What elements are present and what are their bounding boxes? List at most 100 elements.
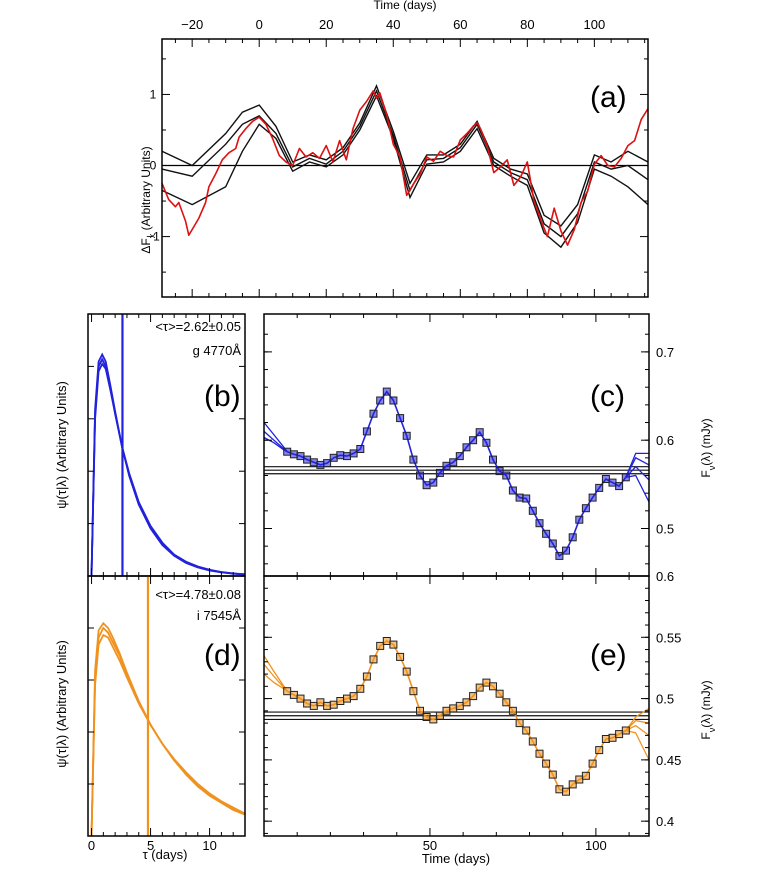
data-point	[309, 458, 318, 467]
panel-b-annotation-band: g 4770Å	[193, 343, 242, 358]
data-point	[343, 694, 351, 703]
panel-d-ylabel: ψ(τ|λ) (Arbitrary Units)	[54, 640, 69, 768]
data-point	[396, 414, 405, 423]
x-tick-label: 0	[256, 17, 263, 32]
panel-a-label: (a)	[590, 81, 627, 114]
panel-d-annotation-tau: <τ>=4.78±0.08	[155, 587, 241, 602]
data-point	[369, 655, 378, 664]
data-point	[336, 697, 345, 705]
data-point	[475, 428, 484, 437]
panel-e-frame	[263, 575, 650, 837]
data-point	[469, 436, 478, 445]
panel-e: 0.4 0.45 0.5 0.55 0.6 50 100 (e) Time (days) F…	[263, 569, 717, 866]
data-point	[396, 652, 405, 661]
panel-c-frame	[263, 313, 650, 577]
data-point	[362, 672, 371, 681]
data-point	[562, 787, 570, 796]
data-point	[502, 471, 511, 480]
model-extension-4	[625, 452, 649, 478]
data-point	[336, 451, 345, 460]
data-point	[535, 749, 544, 758]
data-point	[316, 698, 325, 707]
data-point	[435, 711, 444, 720]
panel-e-points	[283, 637, 630, 796]
panel-b-ticks	[88, 314, 245, 576]
data-point	[442, 461, 451, 470]
panel-a: Time (days) −20 0 20 40 60 80 100 −1 0 1 (a) ΔFx…	[139, 0, 649, 298]
panel-c-lines	[263, 390, 650, 558]
data-point	[323, 459, 332, 468]
data-point	[588, 759, 597, 768]
data-point	[402, 667, 411, 676]
data-point	[608, 733, 617, 742]
data-point	[575, 775, 584, 784]
data-point	[621, 473, 630, 482]
panel-d: 0 5 10 <τ>=4.78±0.08 i 7545Å (d) ψ(τ|λ) (A…	[54, 575, 246, 862]
panel-e-label: (e)	[590, 639, 627, 672]
data-point	[329, 453, 338, 462]
y-tick-label: 0.5	[656, 521, 674, 536]
data-point	[601, 475, 610, 483]
x-tick-label: −20	[181, 17, 203, 32]
data-point	[621, 726, 630, 735]
model-fit-curve	[286, 640, 627, 793]
panel-d-xlabel: τ (days)	[143, 847, 188, 862]
x-tick-label: 20	[319, 17, 333, 32]
data-point	[422, 481, 431, 490]
x-tick-label: 5	[147, 838, 154, 853]
panel-a-yticks: −1 0 1	[146, 58, 648, 273]
data-point	[289, 450, 298, 459]
data-point	[588, 493, 597, 502]
xray-light-curve	[161, 90, 649, 246]
x-tick-label: 60	[453, 17, 467, 32]
model-curve-1	[161, 84, 649, 227]
data-point	[409, 687, 418, 696]
transfer-curve-3	[90, 633, 246, 837]
model-curve-3	[161, 94, 649, 249]
panel-c-ticks: 0.5 0.6 0.7	[264, 314, 674, 576]
y-tick-label: 0.6	[656, 569, 674, 584]
model-extension-1	[263, 422, 288, 453]
x-tick-label: 0	[88, 838, 95, 853]
data-point	[369, 409, 378, 418]
data-point	[502, 698, 511, 707]
y-tick-label: 0	[150, 159, 157, 173]
panel-a-xlabel: Time (days)	[374, 0, 437, 12]
x-tick-label: 100	[585, 838, 607, 853]
data-point	[595, 746, 604, 755]
data-point	[462, 698, 471, 707]
y-tick-label: 0.45	[656, 753, 681, 768]
data-point	[515, 719, 524, 728]
panel-a-xticks: −20 0 20 40 60 80 100	[174, 17, 646, 297]
data-point	[455, 452, 464, 461]
panel-b-annotation-tau: <τ>=2.62±0.05	[155, 319, 241, 334]
data-point	[528, 737, 537, 746]
data-point	[495, 689, 504, 698]
panel-a-ylabel: ΔFx (Arbitrary Units)	[139, 146, 157, 253]
data-point	[449, 458, 458, 467]
data-point	[535, 519, 544, 528]
panel-a-frame	[161, 38, 649, 298]
panel-e-ylabel: Fν(λ) (mJy)	[699, 680, 717, 739]
data-point	[489, 682, 497, 691]
y-tick-label: 0.55	[656, 630, 681, 645]
data-point	[429, 478, 438, 487]
data-point	[615, 482, 624, 491]
data-point	[283, 687, 292, 696]
data-point	[303, 699, 312, 708]
data-point	[402, 431, 411, 440]
data-point	[296, 694, 305, 703]
data-point	[389, 640, 398, 649]
data-point	[362, 427, 371, 436]
data-point	[581, 771, 590, 780]
data-point	[615, 730, 624, 739]
panel-a-curves	[161, 84, 649, 249]
data-point	[581, 504, 590, 513]
data-point	[296, 452, 305, 461]
data-point	[422, 713, 431, 721]
y-tick-label: 1	[150, 87, 157, 101]
data-point	[356, 684, 365, 693]
data-point	[389, 396, 398, 405]
data-point	[508, 706, 517, 715]
data-point	[349, 449, 358, 458]
